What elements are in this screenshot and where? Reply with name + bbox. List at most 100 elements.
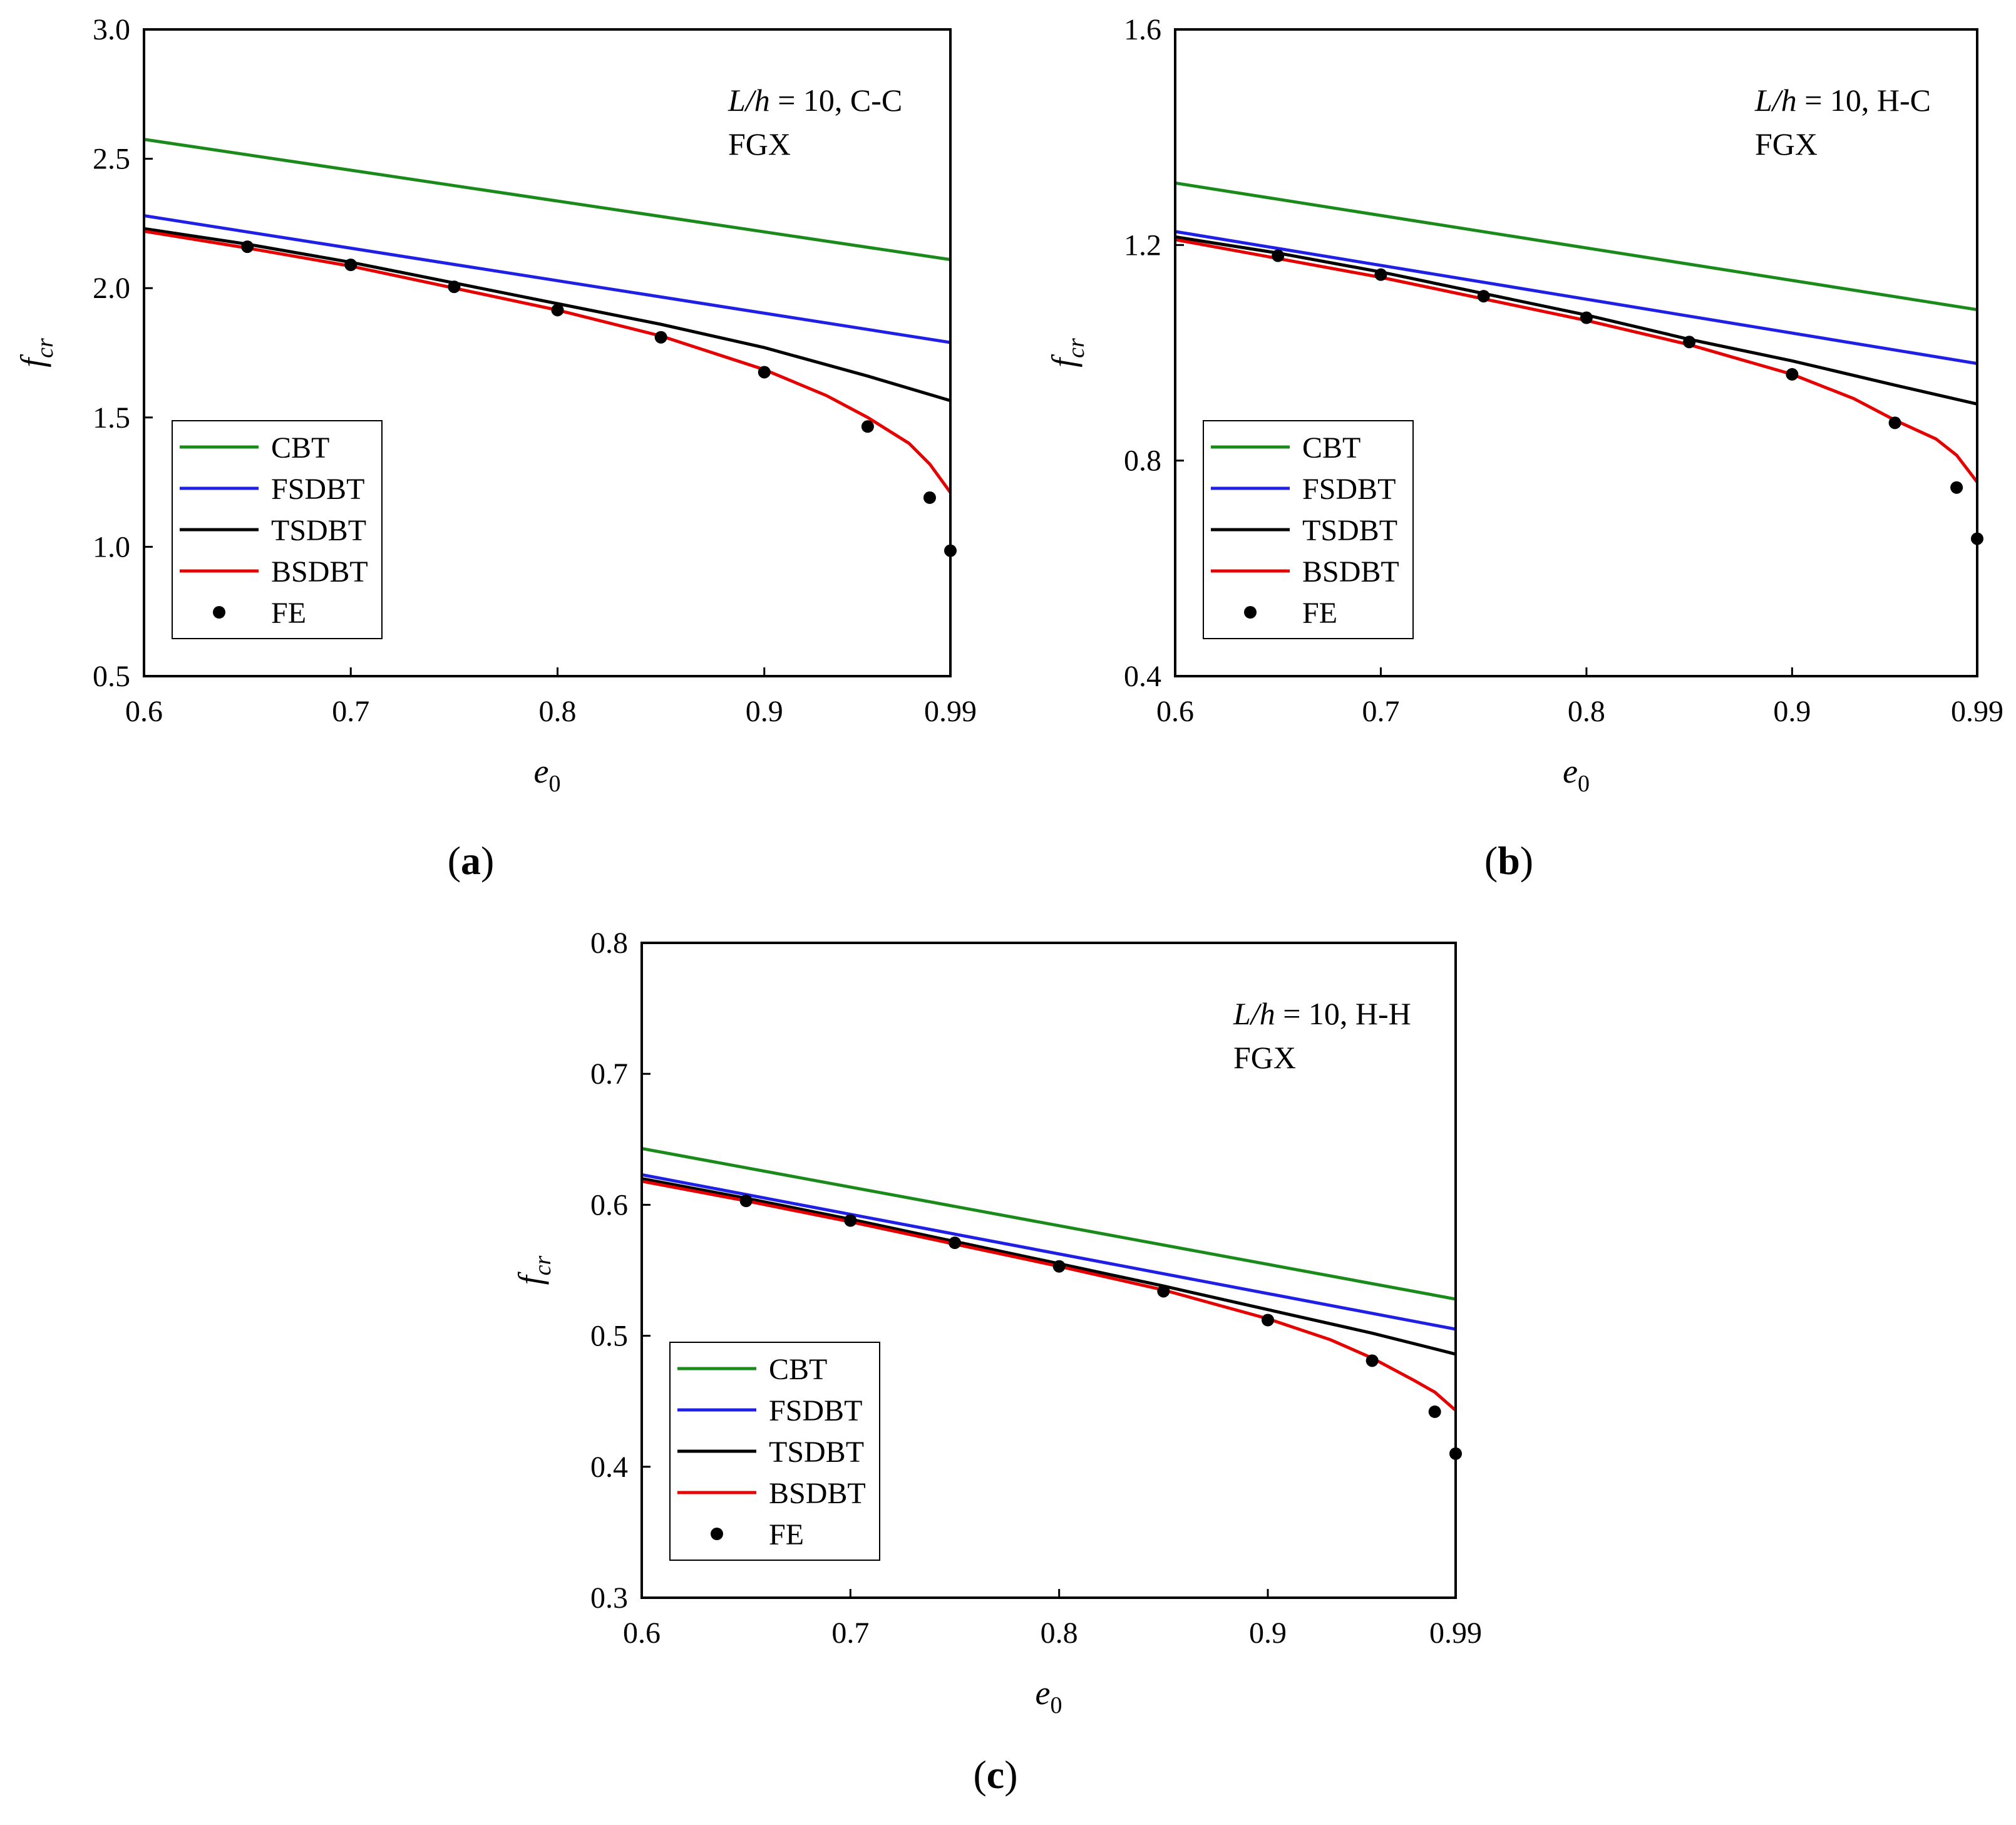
y-tick-label: 0.4 — [1124, 660, 1161, 693]
series-line-bsdbt — [642, 1180, 1456, 1412]
series-line-cbt — [144, 138, 950, 262]
x-tick-label: 0.6 — [125, 695, 163, 728]
y-tick-label: 3.0 — [93, 13, 130, 46]
legend-label-fe: FE — [1302, 597, 1337, 630]
x-tick-label: 0.8 — [539, 695, 577, 728]
plot-frame — [143, 28, 952, 677]
fe-point — [1052, 1260, 1066, 1273]
legend-label-cbt: CBT — [271, 431, 329, 465]
x-tick-label: 0.7 — [332, 695, 369, 728]
y-tick-label: 2.0 — [93, 272, 130, 305]
caption-a: (a) — [447, 838, 495, 883]
x-axis-label: e0 — [1563, 753, 1590, 797]
series-line-tsdbt — [144, 227, 950, 403]
annotation-line-2: FGX — [1755, 126, 1818, 162]
series-line-bsdbt — [144, 229, 950, 494]
x-tick-label: 0.9 — [1249, 1617, 1287, 1650]
x-tick-label: 0.7 — [1362, 695, 1399, 728]
legend-label-tsdbt: TSDBT — [1302, 514, 1397, 547]
fe-point — [1950, 481, 1963, 494]
annotation-line-1: L/h = 10, C-C — [728, 83, 902, 118]
y-tick-label: 2.5 — [93, 143, 130, 176]
x-tick-label: 0.9 — [746, 695, 783, 728]
y-tick-label: 0.6 — [590, 1188, 628, 1221]
fe-point — [1262, 1313, 1274, 1327]
legend-swatch-fe — [213, 606, 225, 619]
series-line-fsdbt — [144, 214, 950, 344]
fe-point — [1786, 368, 1799, 381]
fe-point — [448, 280, 461, 294]
legend-label-tsdbt: TSDBT — [271, 514, 366, 547]
x-axis-label: e0 — [1036, 1674, 1062, 1719]
fe-point — [844, 1214, 857, 1227]
y-tick-label: 0.5 — [590, 1320, 628, 1353]
caption-b: (b) — [1484, 838, 1534, 883]
annotation-line-1: L/h = 10, H-H — [1233, 996, 1411, 1031]
legend-label-bsdbt: BSDBT — [271, 555, 368, 589]
fe-point — [1428, 1405, 1441, 1418]
fe-point — [1477, 290, 1490, 303]
fe-point — [1272, 249, 1285, 262]
legend-label-fsdbt: FSDBT — [1302, 473, 1396, 506]
y-tick-label: 0.5 — [93, 660, 130, 693]
chart-panel-a: 0.6 0.7 0.8 0.9 0.99 0.5 1.0 1.5 2.0 2.5 3.0 e0 fcr L… — [14, 13, 977, 797]
fe-point — [1888, 416, 1901, 429]
y-tick-label: 1.2 — [1124, 229, 1161, 262]
series-line-bsdbt — [1175, 238, 1977, 483]
legend-label-tsdbt: TSDBT — [769, 1436, 864, 1469]
y-tick-label: 0.3 — [590, 1581, 628, 1615]
legend-label-fsdbt: FSDBT — [271, 473, 364, 506]
chart-panel-b: 0.6 0.7 0.8 0.9 0.99 0.4 0.8 1.2 1.6 e0 fcr L/h = 1… — [1045, 13, 2003, 797]
x-tick-label: 0.99 — [924, 695, 977, 728]
fe-point — [1683, 336, 1696, 349]
legend-swatch-fe — [711, 1528, 723, 1540]
series-line-cbt — [642, 1146, 1456, 1301]
fe-point — [758, 366, 771, 379]
y-tick-label: 1.5 — [93, 401, 130, 434]
y-axis-label: fcr — [1045, 338, 1089, 368]
y-axis-label: fcr — [14, 338, 58, 368]
legend-label-fe: FE — [769, 1518, 804, 1551]
x-tick-label: 0.9 — [1773, 695, 1811, 728]
fe-point — [654, 331, 667, 344]
fe-point — [1374, 268, 1387, 281]
fe-point — [949, 1236, 961, 1250]
series-line-cbt — [1175, 181, 1977, 312]
legend-swatch-fe — [1244, 606, 1257, 619]
legend-label-bsdbt: BSDBT — [1302, 555, 1399, 589]
y-tick-label: 1.0 — [93, 530, 130, 563]
fe-point — [1365, 1354, 1379, 1367]
x-tick-label: 0.8 — [1568, 695, 1605, 728]
fe-point — [344, 259, 357, 272]
annotation-line-1: L/h = 10, H-C — [1754, 83, 1931, 118]
series-line-fsdbt — [1175, 230, 1977, 366]
y-tick-label: 0.4 — [590, 1451, 628, 1484]
y-tick-label: 0.8 — [590, 927, 628, 960]
fe-point — [1157, 1285, 1170, 1298]
x-tick-label: 0.99 — [1951, 695, 2003, 728]
legend-label-cbt: CBT — [1302, 431, 1360, 465]
plot-frame — [640, 942, 1457, 1599]
fe-point — [241, 240, 254, 254]
fe-point — [861, 420, 874, 433]
fe-point — [1580, 311, 1593, 324]
x-tick-label: 0.7 — [831, 1617, 869, 1650]
chart-panel-c: 0.6 0.7 0.8 0.9 0.99 0.3 0.4 0.5 0.6 0.7 0.8 e0 fcr L… — [512, 927, 1482, 1719]
annotation-line-2: FGX — [728, 126, 791, 162]
fe-point — [739, 1195, 753, 1208]
legend-label-fsdbt: FSDBT — [769, 1394, 862, 1427]
annotation-line-2: FGX — [1233, 1040, 1296, 1075]
y-tick-label: 1.6 — [1124, 13, 1161, 46]
y-tick-label: 0.7 — [590, 1057, 628, 1091]
fe-point — [551, 304, 564, 317]
x-tick-label: 0.8 — [1041, 1617, 1078, 1650]
legend-label-cbt: CBT — [769, 1353, 827, 1386]
x-axis-label: e0 — [534, 753, 561, 797]
x-tick-label: 0.6 — [1156, 695, 1194, 728]
x-tick-label: 0.99 — [1429, 1617, 1482, 1650]
caption-c: (c) — [973, 1752, 1018, 1797]
legend-label-fe: FE — [271, 597, 306, 630]
y-axis-label: fcr — [512, 1255, 556, 1285]
series-line-fsdbt — [642, 1173, 1456, 1331]
